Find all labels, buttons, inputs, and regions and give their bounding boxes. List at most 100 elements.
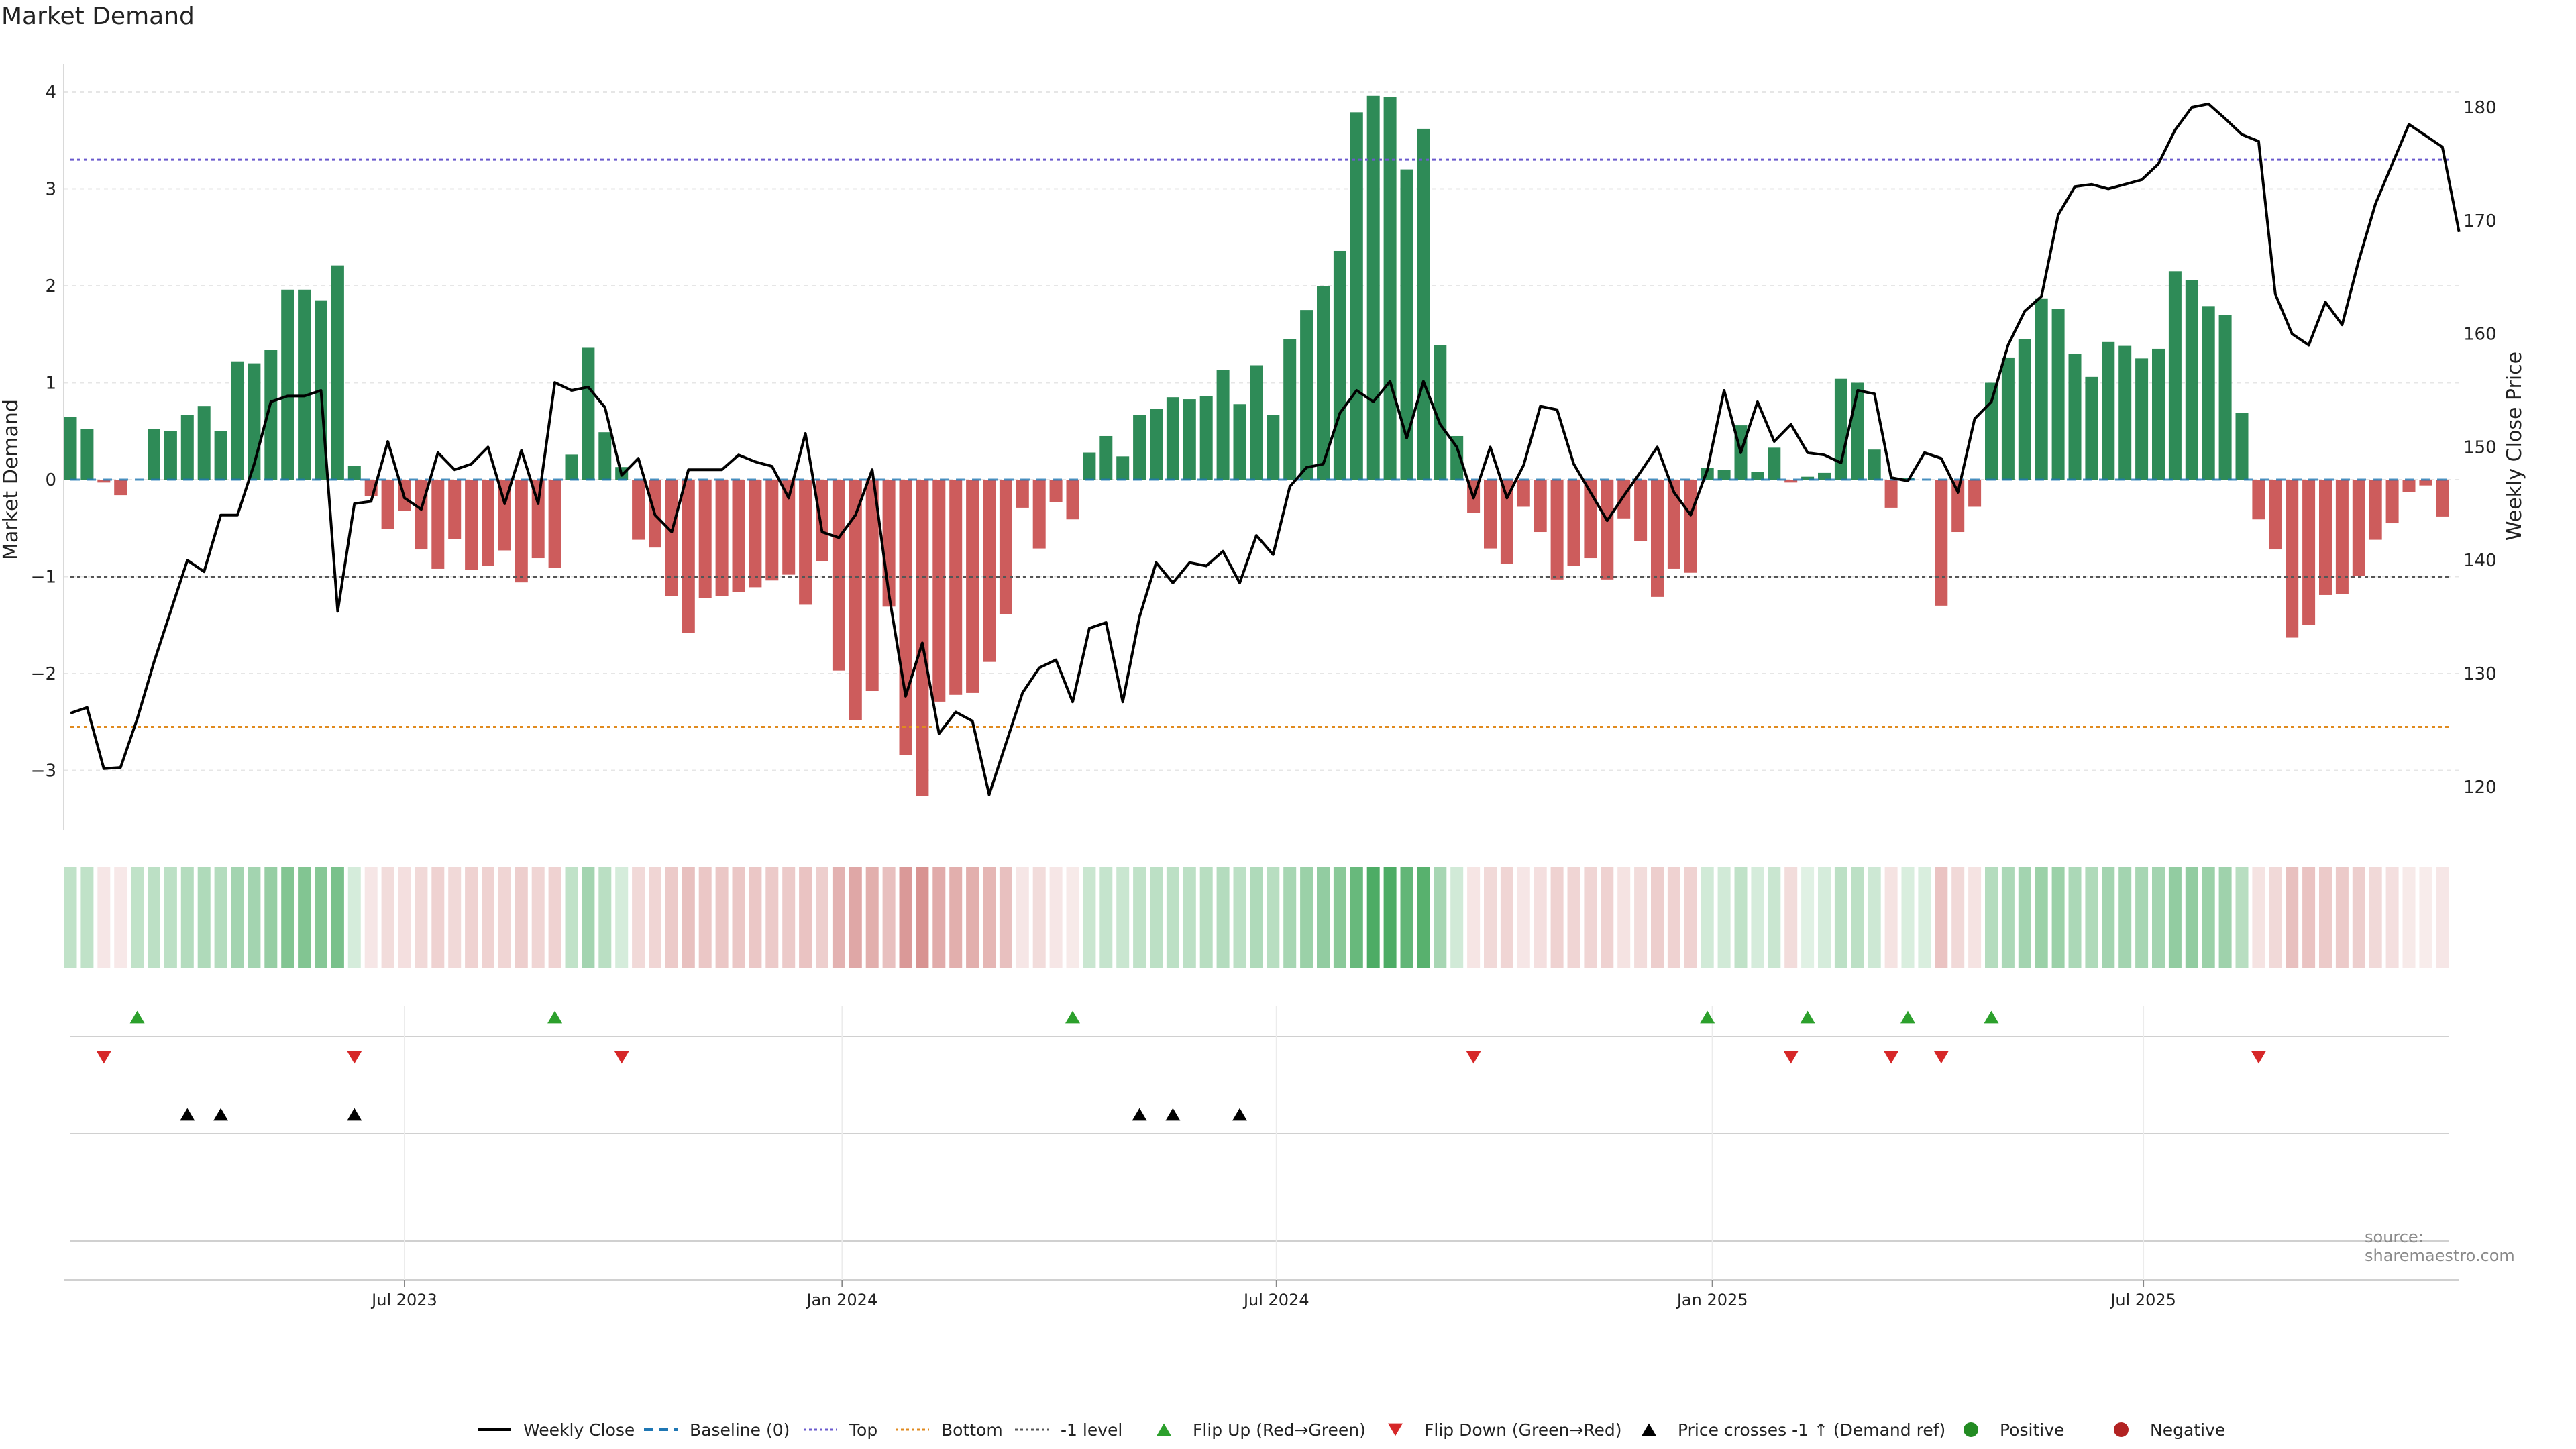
heatstrip-cell [949, 867, 963, 968]
legend-label: Price crosses -1 ↑ (Demand ref) [1678, 1420, 1945, 1440]
demand-bar [2085, 376, 2098, 480]
demand-bar [1183, 399, 1196, 480]
heatstrip-cell [1935, 867, 1948, 968]
heatstrip-cell [1584, 867, 1597, 968]
demand-bar [281, 289, 294, 480]
heatstrip-cell [715, 867, 729, 968]
y-axis-title: Market Demand [0, 399, 23, 560]
demand-bar [64, 417, 77, 480]
flip-down-marker [96, 1051, 111, 1064]
heatstrip-cell [916, 867, 929, 968]
heatstrip-cell [1032, 867, 1046, 968]
heatstrip-cell [197, 867, 211, 968]
heatstrip-cell [2369, 867, 2382, 968]
x-tick-label: Jul 2024 [1242, 1291, 1309, 1309]
heatstrip-cell [698, 867, 712, 968]
heatstrip-cell [1734, 867, 1748, 968]
heatstrip-cell [331, 867, 344, 968]
heatstrip-cell [1784, 867, 1798, 968]
demand-bar [2018, 339, 2031, 480]
heatstrip-cell [2436, 867, 2449, 968]
demand-bar [1484, 480, 1497, 549]
demand-bar [1083, 452, 1096, 480]
demand-bar [2035, 298, 2048, 480]
demand-bar [999, 480, 1012, 614]
demand-bar [1868, 449, 1881, 480]
heatstrip-cell [448, 867, 462, 968]
demand-bar [431, 480, 445, 569]
demand-bar [782, 480, 796, 575]
heatstrip-cell [1617, 867, 1631, 968]
y2-tick-label: 130 [2463, 664, 2497, 684]
demand-bar [1601, 480, 1614, 580]
heatstrip-cell [315, 867, 327, 968]
flip-up-marker [1700, 1010, 1715, 1024]
flip-down-marker [1466, 1051, 1481, 1064]
demand-bar [632, 480, 645, 540]
heatstrip-cell [1250, 867, 1263, 968]
heatstrip-cell [1768, 867, 1781, 968]
heatstrip-cell [1066, 867, 1079, 968]
demand-bar [1199, 396, 1213, 480]
demand-bar [1150, 409, 1163, 480]
heatstrip-cell [1751, 867, 1764, 968]
heatstrip-cell [732, 867, 745, 968]
x-tick-label: Jan 2025 [1676, 1291, 1748, 1309]
heatstrip-cell [1333, 867, 1346, 968]
demand-bar [1300, 310, 1313, 480]
demand-bar [1651, 480, 1664, 597]
demand-bar [2218, 315, 2232, 480]
demand-bar [715, 480, 729, 596]
heatstrip-cell [2218, 867, 2232, 968]
demand-bar [1617, 480, 1631, 519]
demand-bar [80, 429, 94, 480]
heatstrip-cell [2419, 867, 2432, 968]
heatstrip-cell [2118, 867, 2132, 968]
heatstrip-cell [515, 867, 528, 968]
demand-bar [2252, 480, 2265, 520]
demand-bar [1032, 480, 1046, 549]
demand-bar [2269, 480, 2282, 550]
demand-bar [1317, 286, 1330, 480]
heatstrip-cell [364, 867, 378, 968]
heatstrip-cell [565, 867, 578, 968]
heatstrip-cell [482, 867, 494, 968]
demand-bar [1851, 382, 1864, 480]
heatstrip-cell [2085, 867, 2098, 968]
demand-bar [849, 480, 862, 720]
heatstrip-cell [1534, 867, 1547, 968]
heatstrip-cell [983, 867, 996, 968]
demand-bar [1366, 95, 1380, 480]
heatstrip-cell [2352, 867, 2365, 968]
demand-bar [1985, 382, 1998, 480]
heatstrip-cell [1350, 867, 1363, 968]
legend-triangle-up-swatch [1642, 1423, 1656, 1436]
heatstrip-cell [2102, 867, 2115, 968]
demand-bar [2051, 309, 2065, 480]
heatstrip-cell [2402, 867, 2416, 968]
heatstrip-cell [1366, 867, 1380, 968]
heatstrip-cell [347, 867, 361, 968]
demand-bar [565, 454, 578, 480]
demand-bar [749, 480, 762, 588]
heatstrip-cell [932, 867, 946, 968]
demand-bar [1267, 415, 1280, 480]
flip-up-marker [1065, 1010, 1080, 1024]
x-tick-label: Jul 2023 [370, 1291, 437, 1309]
heatstrip-cell [1099, 867, 1113, 968]
flip-up-marker [1984, 1010, 1999, 1024]
heatstrip-cell [148, 867, 160, 968]
heatstrip-cell [1400, 867, 1413, 968]
demand-bar [932, 480, 946, 702]
demand-bar [2352, 480, 2365, 576]
heatstrip-cell [1651, 867, 1664, 968]
legend-label: Negative [2150, 1420, 2225, 1440]
demand-bar [1383, 97, 1397, 480]
heatstrip-cell [1083, 867, 1096, 968]
flip-up-marker [1800, 1010, 1815, 1024]
demand-bar [1818, 472, 1831, 480]
legend-circle-swatch [2114, 1422, 2129, 1437]
heatstrip-cell [1717, 867, 1731, 968]
heatstrip-cell [2051, 867, 2065, 968]
